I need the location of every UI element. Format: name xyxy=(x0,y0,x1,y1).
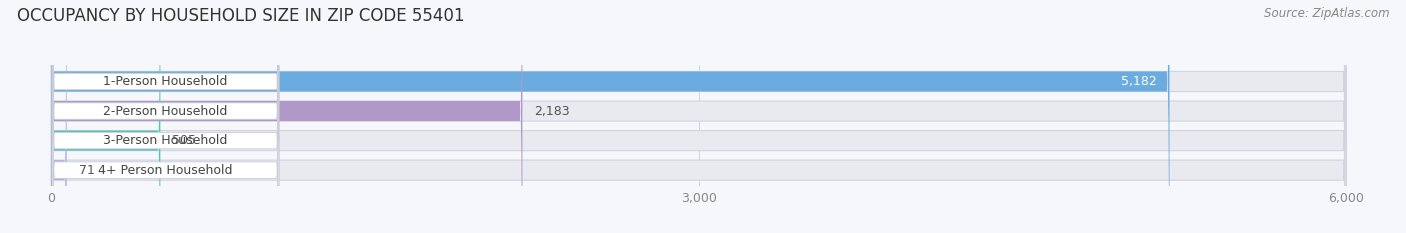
Text: OCCUPANCY BY HOUSEHOLD SIZE IN ZIP CODE 55401: OCCUPANCY BY HOUSEHOLD SIZE IN ZIP CODE … xyxy=(17,7,464,25)
Text: 4+ Person Household: 4+ Person Household xyxy=(98,164,233,177)
FancyBboxPatch shape xyxy=(52,0,1346,233)
Text: 1-Person Household: 1-Person Household xyxy=(104,75,228,88)
FancyBboxPatch shape xyxy=(52,0,1346,233)
FancyBboxPatch shape xyxy=(52,0,1346,233)
FancyBboxPatch shape xyxy=(52,0,523,233)
FancyBboxPatch shape xyxy=(52,0,1170,233)
Text: 5,182: 5,182 xyxy=(1121,75,1157,88)
FancyBboxPatch shape xyxy=(52,0,1346,233)
Text: 71: 71 xyxy=(79,164,94,177)
FancyBboxPatch shape xyxy=(52,0,278,233)
FancyBboxPatch shape xyxy=(52,0,278,233)
Text: 2-Person Household: 2-Person Household xyxy=(104,105,228,117)
FancyBboxPatch shape xyxy=(52,0,278,233)
FancyBboxPatch shape xyxy=(52,0,278,233)
Text: Source: ZipAtlas.com: Source: ZipAtlas.com xyxy=(1264,7,1389,20)
Text: 2,183: 2,183 xyxy=(534,105,569,117)
FancyBboxPatch shape xyxy=(52,0,160,233)
FancyBboxPatch shape xyxy=(52,0,66,233)
Text: 505: 505 xyxy=(172,134,197,147)
Text: 3-Person Household: 3-Person Household xyxy=(104,134,228,147)
